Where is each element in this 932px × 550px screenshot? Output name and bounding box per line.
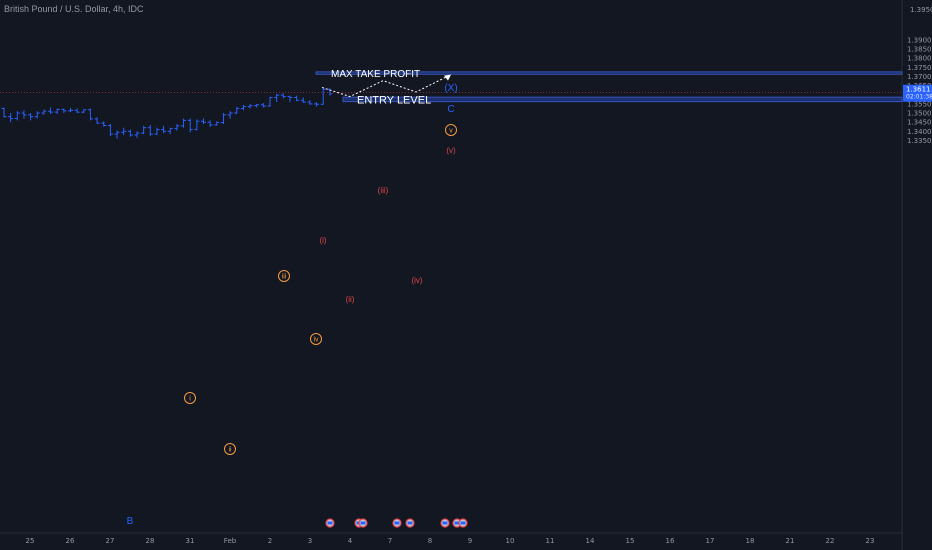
wave-label-blue: C bbox=[447, 104, 454, 115]
take-profit-label: MAX TAKE PROFIT bbox=[331, 69, 420, 80]
time-tick-label: 21 bbox=[786, 537, 795, 545]
entry-zone bbox=[342, 96, 903, 103]
current-price-badge bbox=[903, 84, 932, 102]
time-tick-label: 25 bbox=[26, 537, 35, 545]
wave-label-red: (ii) bbox=[346, 295, 355, 304]
time-tick-label: 18 bbox=[746, 537, 755, 545]
wave-label-ii: ii bbox=[228, 447, 232, 454]
wave-label-red: (iv) bbox=[411, 276, 422, 285]
time-tick-label: 17 bbox=[706, 537, 715, 545]
price-tick-label: 1.3500 bbox=[907, 110, 932, 118]
symbol-title: British Pound / U.S. Dollar, 4h, IDC bbox=[4, 4, 144, 14]
time-tick-label: 4 bbox=[348, 537, 353, 545]
wave-circle-v bbox=[445, 124, 457, 136]
wave-circle-i bbox=[184, 392, 196, 404]
time-tick-label: 7 bbox=[388, 537, 392, 545]
time-tick-label: 16 bbox=[666, 537, 675, 545]
wave-label-iv: iv bbox=[313, 337, 319, 344]
time-tick-label: 11 bbox=[546, 537, 555, 545]
wave-label-red: (v) bbox=[446, 146, 456, 155]
time-tick-label: 10 bbox=[506, 537, 515, 545]
wave-label-v: v bbox=[449, 128, 453, 135]
price-tick-label: 1.3700 bbox=[907, 73, 932, 81]
price-tick-label: 1.3750 bbox=[907, 64, 932, 72]
time-tick-label: 8 bbox=[428, 537, 432, 545]
time-tick-label: 23 bbox=[866, 537, 875, 545]
price-tick-label-top: 1.3950 bbox=[910, 6, 932, 14]
economic-event-flag bbox=[394, 521, 400, 525]
time-tick-label: Feb bbox=[224, 537, 237, 545]
time-tick-label: 31 bbox=[186, 537, 195, 545]
wave-label-red: (iii) bbox=[378, 186, 389, 195]
price-tick-label: 1.3800 bbox=[907, 55, 932, 63]
economic-event-flag bbox=[454, 521, 460, 525]
take-profit-zone bbox=[315, 71, 903, 75]
price-tick-label: 1.3850 bbox=[907, 46, 932, 54]
wave-label-iii: iii bbox=[282, 274, 287, 281]
price-tick-label: 1.3550 bbox=[907, 100, 932, 108]
price-tick-label: 1.3450 bbox=[907, 119, 932, 127]
economic-event-flag bbox=[407, 521, 413, 525]
price-tick-label: 1.3400 bbox=[907, 128, 932, 136]
entry-level-label: ENTRY LEVEL bbox=[357, 94, 431, 106]
wave-label-blue: B bbox=[127, 516, 134, 527]
wave-label-blue: (X) bbox=[444, 83, 457, 94]
price-tick-label: 1.3900 bbox=[907, 36, 932, 44]
time-tick-label: 27 bbox=[106, 537, 115, 545]
wave-label-red: (i) bbox=[319, 236, 326, 245]
time-tick-label: 3 bbox=[308, 537, 312, 545]
time-tick-label: 26 bbox=[66, 537, 75, 545]
wave-circle-iv bbox=[310, 333, 322, 345]
time-tick-label: 9 bbox=[468, 537, 472, 545]
price-tick-label: 1.3350 bbox=[907, 137, 932, 145]
countdown-label: 02:01:38 bbox=[906, 94, 932, 101]
economic-event-flag bbox=[327, 521, 333, 525]
time-tick-label: 22 bbox=[826, 537, 835, 545]
projection-arrowhead bbox=[444, 74, 451, 81]
time-tick-label: 28 bbox=[146, 537, 155, 545]
time-tick-label: 14 bbox=[586, 537, 595, 545]
economic-event-flag bbox=[460, 521, 466, 525]
current-price-label: 1.3611 bbox=[906, 86, 931, 94]
economic-event-flag bbox=[442, 521, 448, 525]
wave-circle-iii bbox=[278, 270, 290, 282]
wave-circle-ii bbox=[224, 443, 236, 455]
economic-event-flag bbox=[360, 521, 366, 525]
wave-label-i: i bbox=[189, 396, 191, 403]
time-tick-label: 15 bbox=[626, 537, 635, 545]
time-tick-label: 2 bbox=[268, 537, 272, 545]
